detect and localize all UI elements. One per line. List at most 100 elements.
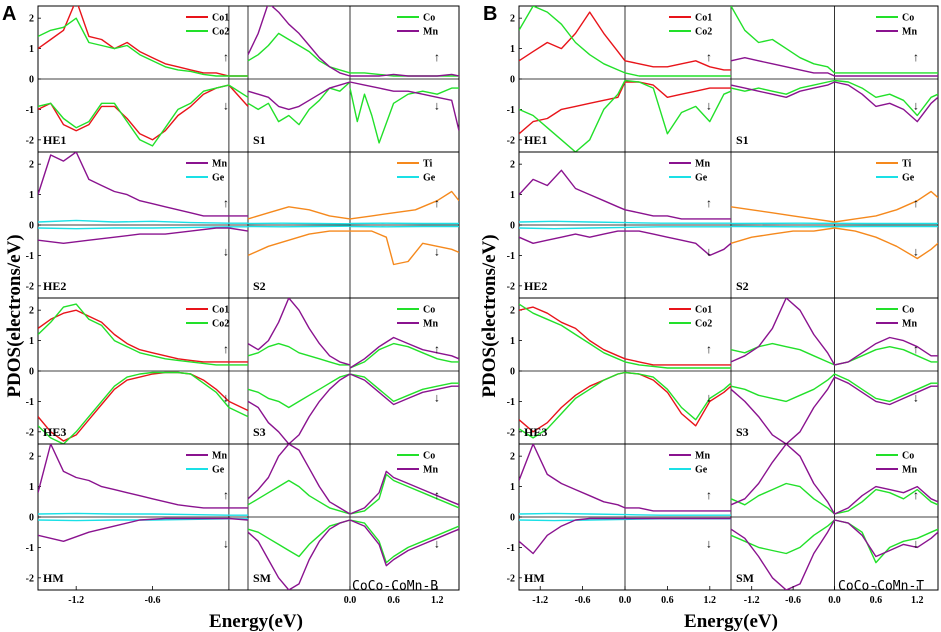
legend-label: Ge: [902, 173, 915, 184]
legend-label: Mn: [423, 319, 438, 330]
y-tick-label: -1: [26, 397, 34, 408]
y-axis-title-b: PDOS(electrons/eV): [479, 234, 500, 397]
y-tick-label: -1: [507, 105, 515, 116]
y-tick-label: 1: [29, 44, 34, 55]
series-line-mn-up: [38, 444, 248, 509]
panel-name: S1: [253, 133, 266, 147]
y-tick-label: 2: [29, 160, 34, 171]
spin-up-arrow: ↑: [913, 50, 919, 64]
series-group: [730, 6, 938, 123]
series-line-mn-up: [247, 6, 351, 77]
y-tick-label: -2: [26, 281, 34, 292]
series-group: [349, 190, 459, 266]
series-line-mn-down: [730, 376, 938, 444]
series-group: [730, 298, 938, 444]
legend-label: Mn: [212, 451, 227, 462]
series-line-co-up: [730, 6, 938, 74]
series-line-mn-up: [730, 57, 938, 77]
series-group: [519, 6, 732, 152]
legend-label: Ge: [423, 173, 436, 184]
legend-label: Co1: [212, 13, 229, 24]
spin-up-arrow: ↑: [223, 196, 229, 210]
legend-label: Mn: [423, 27, 438, 38]
series-line-co2-up: [38, 303, 248, 366]
series-line-co-down: [730, 79, 938, 117]
series-line-mn-up: [38, 152, 248, 217]
y-tick-label: -1: [507, 251, 515, 262]
series-line-co1-down: [38, 371, 249, 442]
series-line-ge-down: [38, 226, 248, 230]
spin-down-arrow: ↓: [434, 536, 440, 550]
series-line-ti-down: [247, 230, 350, 257]
x-axis-title-a: Energy(eV): [209, 611, 303, 632]
series-group: [349, 336, 459, 406]
series-line-ge-up: [38, 219, 248, 224]
series-group: [519, 303, 732, 439]
legend-label: Co2: [212, 27, 229, 38]
x-tick-label: -1.2: [532, 595, 548, 606]
series-line-co-down: [247, 519, 351, 558]
y-tick-label: -2: [507, 427, 515, 438]
x-tick-label: -0.6: [145, 595, 161, 606]
legend-label: Mn: [423, 465, 438, 476]
legend-label: Co2: [695, 319, 712, 330]
y-tick-label: 1: [29, 482, 34, 493]
legend-label: Co2: [212, 319, 229, 330]
y-tick-label: -1: [507, 397, 515, 408]
panel-name: S2: [736, 279, 749, 293]
series-line-co1-up: [38, 6, 248, 77]
x-tick-label: 0.6: [661, 595, 674, 606]
series-line-mn-down: [247, 373, 351, 444]
spin-up-arrow: ↑: [434, 50, 440, 64]
y-tick-label: -2: [507, 281, 515, 292]
spin-up-arrow: ↑: [913, 342, 919, 356]
y-tick-label: -2: [507, 573, 515, 584]
series-line-co-up: [247, 479, 351, 515]
series-line-mn-up: [730, 444, 938, 515]
legend-label: Mn: [212, 159, 227, 170]
x-tick-label: 0.6: [387, 595, 400, 606]
series-line-ti-up: [349, 190, 459, 220]
series-line-mn-down: [247, 81, 351, 111]
y-tick-label: -1: [26, 543, 34, 554]
series-line-ge-down: [519, 226, 731, 230]
spin-down-arrow: ↓: [706, 98, 712, 112]
x-axis-title-b: Energy(eV): [684, 611, 778, 632]
panel-name: HE1: [43, 133, 66, 147]
legend-label: Co: [423, 305, 435, 316]
spin-up-arrow: ↑: [706, 488, 712, 502]
series-line-co1-down: [38, 84, 249, 141]
spin-down-arrow: ↓: [434, 98, 440, 112]
x-tick-label: 0.0: [828, 595, 841, 606]
spin-up-arrow: ↑: [223, 342, 229, 356]
y-tick-label: 2: [29, 14, 34, 25]
y-tick-label: 0: [510, 221, 515, 232]
series-line-mn-down: [38, 227, 249, 245]
series-line-mn-up: [247, 444, 351, 515]
series-line-mn-down: [519, 230, 732, 257]
legend-label: Ge: [695, 465, 708, 476]
spin-down-arrow: ↓: [913, 98, 919, 112]
x-tick-label: 0.6: [870, 595, 883, 606]
legend-label: Ge: [695, 173, 708, 184]
series-group: [38, 152, 249, 245]
y-tick-label: -2: [26, 135, 34, 146]
legend-label: Mn: [695, 451, 710, 462]
series-group: [519, 169, 732, 257]
legend-label: Co: [423, 13, 435, 24]
series-group: [38, 303, 249, 444]
spin-up-arrow: ↑: [434, 342, 440, 356]
series-group: [247, 206, 351, 257]
series-line-co-up: [247, 342, 350, 366]
spin-down-arrow: ↓: [223, 390, 229, 404]
legend-label: Ti: [423, 159, 432, 170]
legend-label: Mn: [902, 27, 917, 38]
legend-label: Ti: [902, 159, 911, 170]
series-line-co-up: [349, 473, 459, 515]
legend-label: Ge: [212, 173, 225, 184]
y-tick-label: -1: [26, 251, 34, 262]
legend-label: Mn: [695, 159, 710, 170]
series-group: [38, 444, 249, 542]
series-line-co-down: [349, 87, 459, 144]
